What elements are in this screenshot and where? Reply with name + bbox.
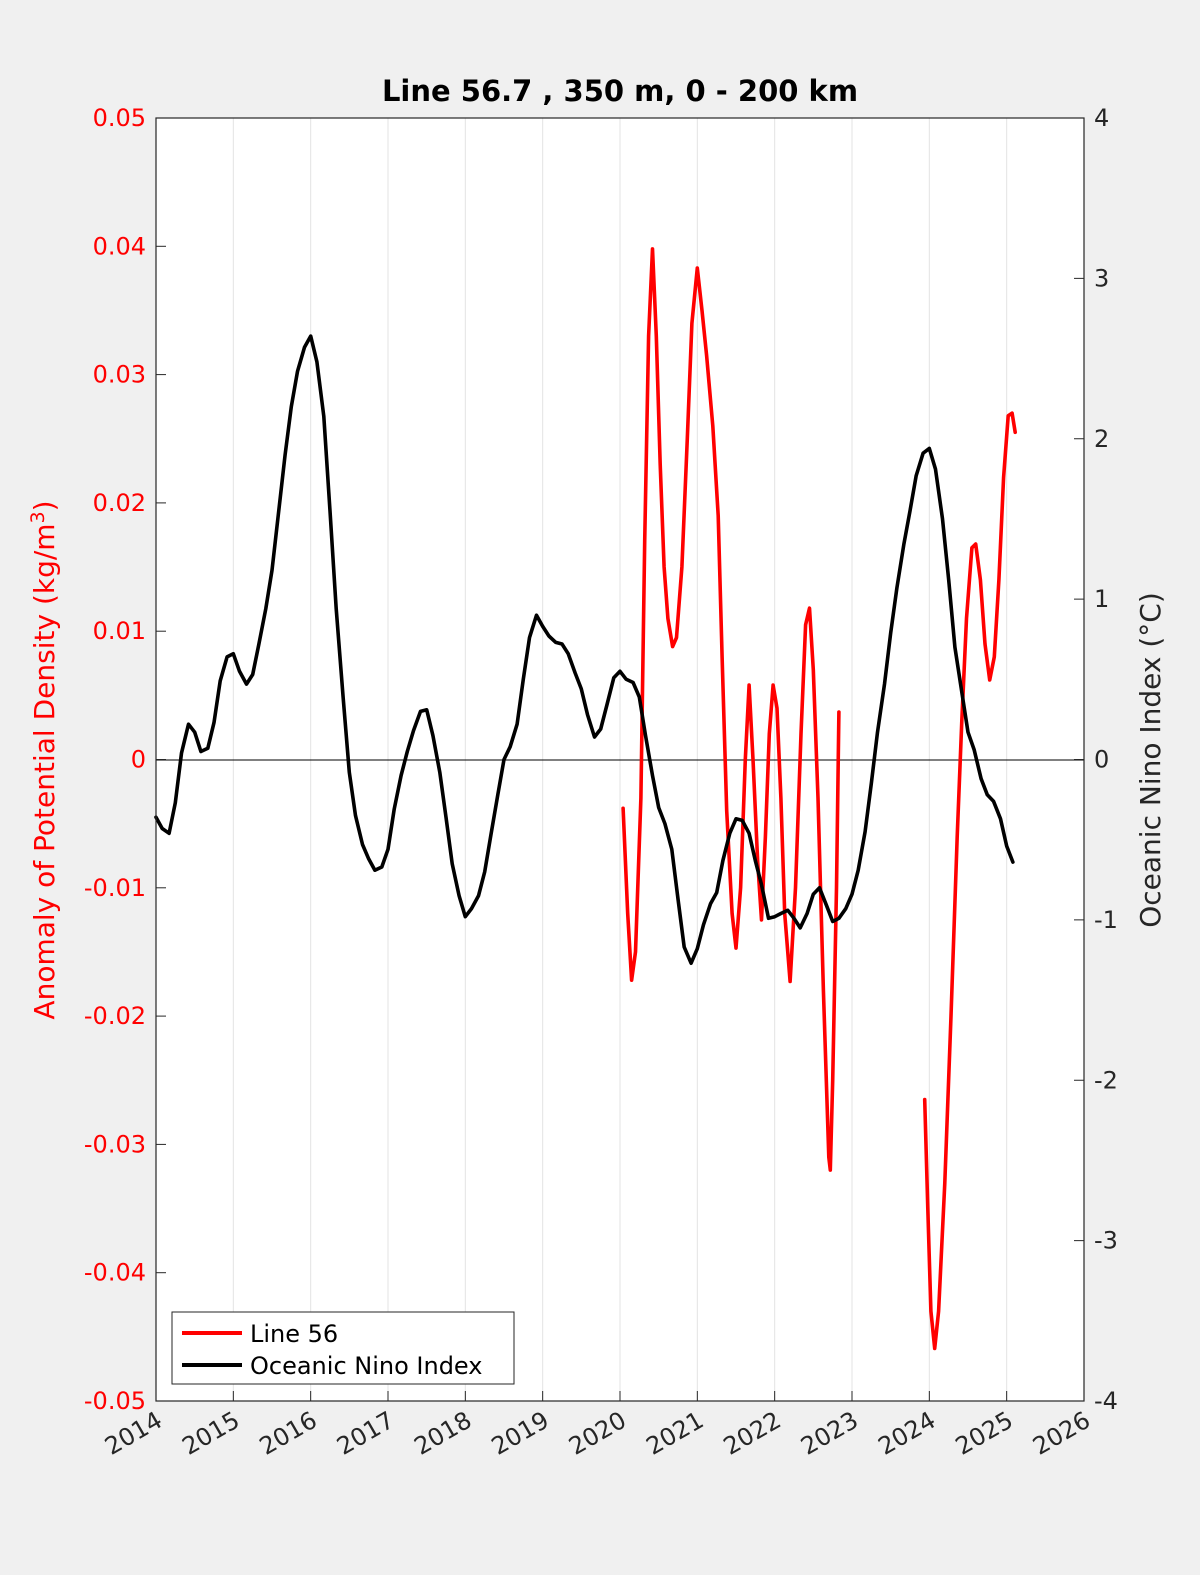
x-tick-label: 2018	[409, 1406, 476, 1461]
y-right-tick-label: 1	[1094, 585, 1109, 613]
series-layer	[154, 247, 1017, 1351]
series-oceanic-nino-index	[154, 334, 1015, 965]
y-right-tick-label: -4	[1094, 1387, 1118, 1415]
x-tick-label: 2026	[1028, 1406, 1095, 1461]
y-axis-left-label-sup: 3	[27, 511, 49, 523]
y-left-tick-label: -0.01	[84, 874, 146, 902]
y-left-tick-label: -0.03	[84, 1130, 146, 1158]
y-left-tick-label: 0.02	[93, 489, 146, 517]
legend: Line 56 Oceanic Nino Index	[171, 1311, 515, 1385]
y-left-tick-label: -0.02	[84, 1002, 146, 1030]
y-left-tick-label: 0.03	[93, 361, 146, 389]
legend-box	[171, 1311, 515, 1385]
y-left-tick-label: 0.04	[93, 232, 146, 260]
x-tick-label: 2016	[255, 1406, 322, 1461]
y-left-tick-label: 0.05	[93, 104, 146, 132]
series-line-56-segment-1	[621, 247, 841, 1172]
y-right-tick-label: 2	[1094, 425, 1109, 453]
x-tick-label: 2019	[487, 1406, 554, 1461]
legend-label-oni: Oceanic Nino Index	[250, 1352, 482, 1380]
x-tick-label: 2015	[177, 1406, 244, 1461]
series-line-56-segment-2	[922, 411, 1017, 1351]
y-right-tick-label: -2	[1094, 1066, 1118, 1094]
legend-label-line-56: Line 56	[250, 1320, 338, 1348]
y-axis-left-label: Anomaly of Potential Density (kg/m3)	[27, 500, 61, 1019]
y-axis-left-label-text: Anomaly of Potential Density (kg/m	[28, 523, 61, 1019]
y-right-tick-label: -3	[1094, 1227, 1118, 1255]
y-left-tick-label: 0.01	[93, 617, 146, 645]
y-left-tick-label: 0	[131, 746, 146, 774]
y-right-tick-label: 4	[1094, 104, 1109, 132]
y-axis-left-label-close: )	[28, 500, 61, 511]
y-axis-right-label: Oceanic Nino Index (°C)	[1134, 592, 1167, 928]
ticks: 2 0 1 4 2015 2016 2017 2018 2019 2020 2021 2022 2023…	[84, 104, 1118, 1461]
x-tick-label: 2024	[873, 1406, 940, 1461]
chart-title: Line 56.7 , 350 m, 0 - 200 km	[382, 74, 858, 108]
x-tick-label: 2017	[332, 1406, 399, 1461]
y-left-tick-label: -0.05	[84, 1387, 146, 1415]
x-tick-label: 2022	[719, 1406, 786, 1461]
y-right-tick-label: 3	[1094, 264, 1109, 292]
x-tick-label: 2021	[641, 1406, 708, 1461]
y-right-tick-label: 0	[1094, 746, 1109, 774]
y-left-tick-label: -0.04	[84, 1259, 146, 1287]
x-tick-label: 2020	[564, 1406, 631, 1461]
x-tick-label: 2023	[796, 1406, 863, 1461]
x-tick-label: 2025	[951, 1406, 1018, 1461]
y-right-tick-label: -1	[1094, 906, 1118, 934]
